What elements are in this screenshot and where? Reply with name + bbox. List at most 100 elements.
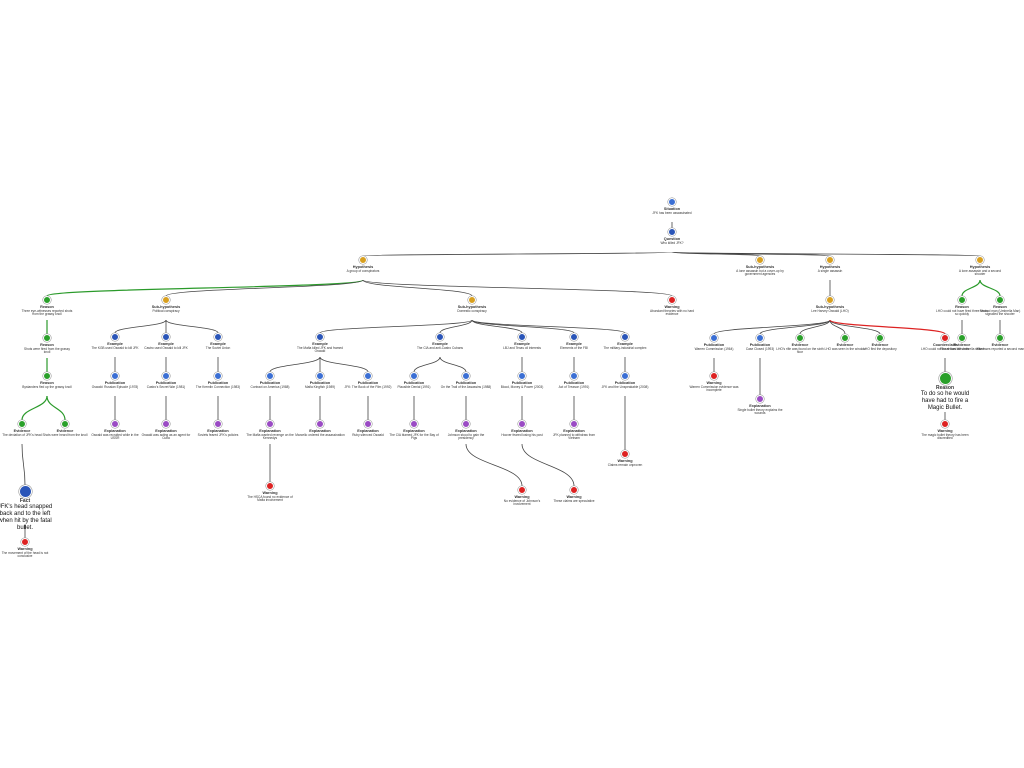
node-type: Warning — [17, 547, 33, 551]
node-text: Act of Treason (1991) — [558, 384, 590, 389]
node-icon — [462, 372, 470, 380]
node: Warning No evidence of Johnson's involvem… — [496, 486, 548, 507]
node-type: Evidence — [871, 343, 889, 347]
node: Example The KGB used Oswald to kill JFK — [89, 333, 141, 350]
node-icon — [710, 334, 718, 342]
node-text: LHO could not have fired all shots — [921, 346, 969, 351]
node-icon — [621, 450, 629, 458]
connector — [362, 279, 673, 297]
node-icon — [111, 333, 119, 341]
node-icon — [162, 420, 170, 428]
connector — [362, 279, 473, 297]
connector — [46, 395, 66, 421]
node-icon — [316, 372, 324, 380]
node-icon — [570, 486, 578, 494]
node: Warning Warren Commission evidence was in… — [688, 372, 740, 393]
node-text: The CIA blamed JFK for the Bay of Pigs — [389, 432, 439, 441]
node-type: Publication — [614, 381, 636, 385]
node: Warning The movement of the head is not c… — [0, 538, 51, 559]
node-text: Oswald: Russian Episode (1978) — [91, 384, 139, 389]
node-type: Reason — [40, 305, 54, 309]
node: Publication On the Trail of the Assassins… — [440, 372, 492, 389]
node: Situation JFK has been assassinated — [646, 198, 698, 215]
node-type: Counterclaim — [932, 343, 958, 347]
node: Explanation The Mafia wanted revenge on t… — [244, 420, 296, 441]
node: Hypothesis A lone assassin and a second s… — [954, 256, 1006, 277]
node: Explanation Ruby silenced Oswald — [342, 420, 394, 437]
node-icon — [996, 296, 1004, 304]
node-icon — [162, 372, 170, 380]
node-type: Publication — [207, 381, 229, 385]
node: Warning Claims remain unproven — [599, 450, 651, 467]
connector — [439, 319, 473, 334]
connector — [671, 251, 761, 257]
node: Reason Bystanders fled up the grassy knol… — [21, 372, 73, 389]
connector — [471, 319, 575, 334]
node-icon — [410, 420, 418, 428]
node-type: Evidence — [791, 343, 809, 347]
node-icon — [796, 334, 804, 342]
node-text: Film shows the umbrella raised — [940, 346, 984, 351]
node-icon — [518, 486, 526, 494]
node: Publication Warren Commission (1964) — [688, 334, 740, 351]
node-type: Publication — [511, 381, 533, 385]
node-icon — [518, 420, 526, 428]
node-icon — [316, 420, 324, 428]
node-type: Reason — [40, 343, 54, 347]
node-text: LHO fled the depository — [863, 346, 897, 351]
node-icon — [570, 333, 578, 341]
node-icon — [43, 296, 51, 304]
node-text: Oswald was acting as an agent for Cuba — [141, 432, 191, 441]
connector — [362, 251, 673, 257]
node-type: Situation — [663, 207, 681, 211]
node-text: Political conspiracy — [152, 308, 180, 313]
node-text: Second man (Umbrella Man) signalled the … — [979, 308, 1021, 317]
node: Warning The HSCA found no evidence of Maf… — [244, 482, 296, 503]
node: Publication Contract on America (1988) — [244, 372, 296, 389]
node-text: Plausible Denial (1991) — [397, 384, 431, 389]
node-type: Example — [432, 342, 448, 346]
node-text: JFK's head snapped back and to the left … — [0, 503, 53, 531]
node-type: Explanation — [403, 429, 425, 433]
connector — [319, 319, 473, 334]
node-icon — [436, 333, 444, 341]
node-icon — [43, 334, 51, 342]
connector — [671, 251, 831, 257]
connector — [165, 319, 219, 334]
connector — [269, 356, 321, 373]
node-text: A lone assassin and a second shooter — [958, 268, 1002, 277]
node-text: A lone assassin but a cover-up by govern… — [736, 268, 784, 277]
node: Explanation JFK planned to withdraw from … — [548, 420, 600, 441]
node: Publication Oswald: Russian Episode (1978… — [89, 372, 141, 389]
node-text: JFK has been assassinated — [652, 210, 692, 215]
connector — [465, 443, 523, 487]
node-icon — [570, 372, 578, 380]
node-text: The deviation of JFK's head — [2, 432, 42, 437]
node-type: Reason — [955, 305, 969, 309]
node-text: Soviets feared JFK's policies — [197, 432, 239, 437]
node-type: Example — [514, 342, 530, 346]
node-text: The Soviet Union — [205, 345, 231, 350]
node-type: Explanation — [563, 429, 585, 433]
node-type: Warning — [937, 429, 953, 433]
node-icon — [621, 372, 629, 380]
node-type: Fact — [19, 498, 31, 504]
node-text: Warren Commission (1964) — [694, 346, 734, 351]
node-type: Hypothesis — [969, 265, 991, 269]
node-type: Publication — [357, 381, 379, 385]
node-type: Publication — [155, 381, 177, 385]
node-icon — [18, 485, 32, 498]
node: Reason Three eye-witnesses reported shots… — [21, 296, 73, 317]
node-icon — [710, 372, 718, 380]
node-text: The Mafia killed JFK and framed Oswald — [297, 345, 343, 354]
node-icon — [876, 334, 884, 342]
node-icon — [162, 333, 170, 341]
node-text: JFK: The Book of the Film (1992) — [344, 384, 392, 389]
node-text: Case Closed (1993) — [745, 346, 775, 351]
node: Explanation Marcello ordered the assassin… — [294, 420, 346, 437]
node-icon — [111, 372, 119, 380]
node-type: Publication — [749, 343, 771, 347]
node: Warning The magic bullet theory has been … — [919, 420, 971, 441]
node-type: Publication — [563, 381, 585, 385]
